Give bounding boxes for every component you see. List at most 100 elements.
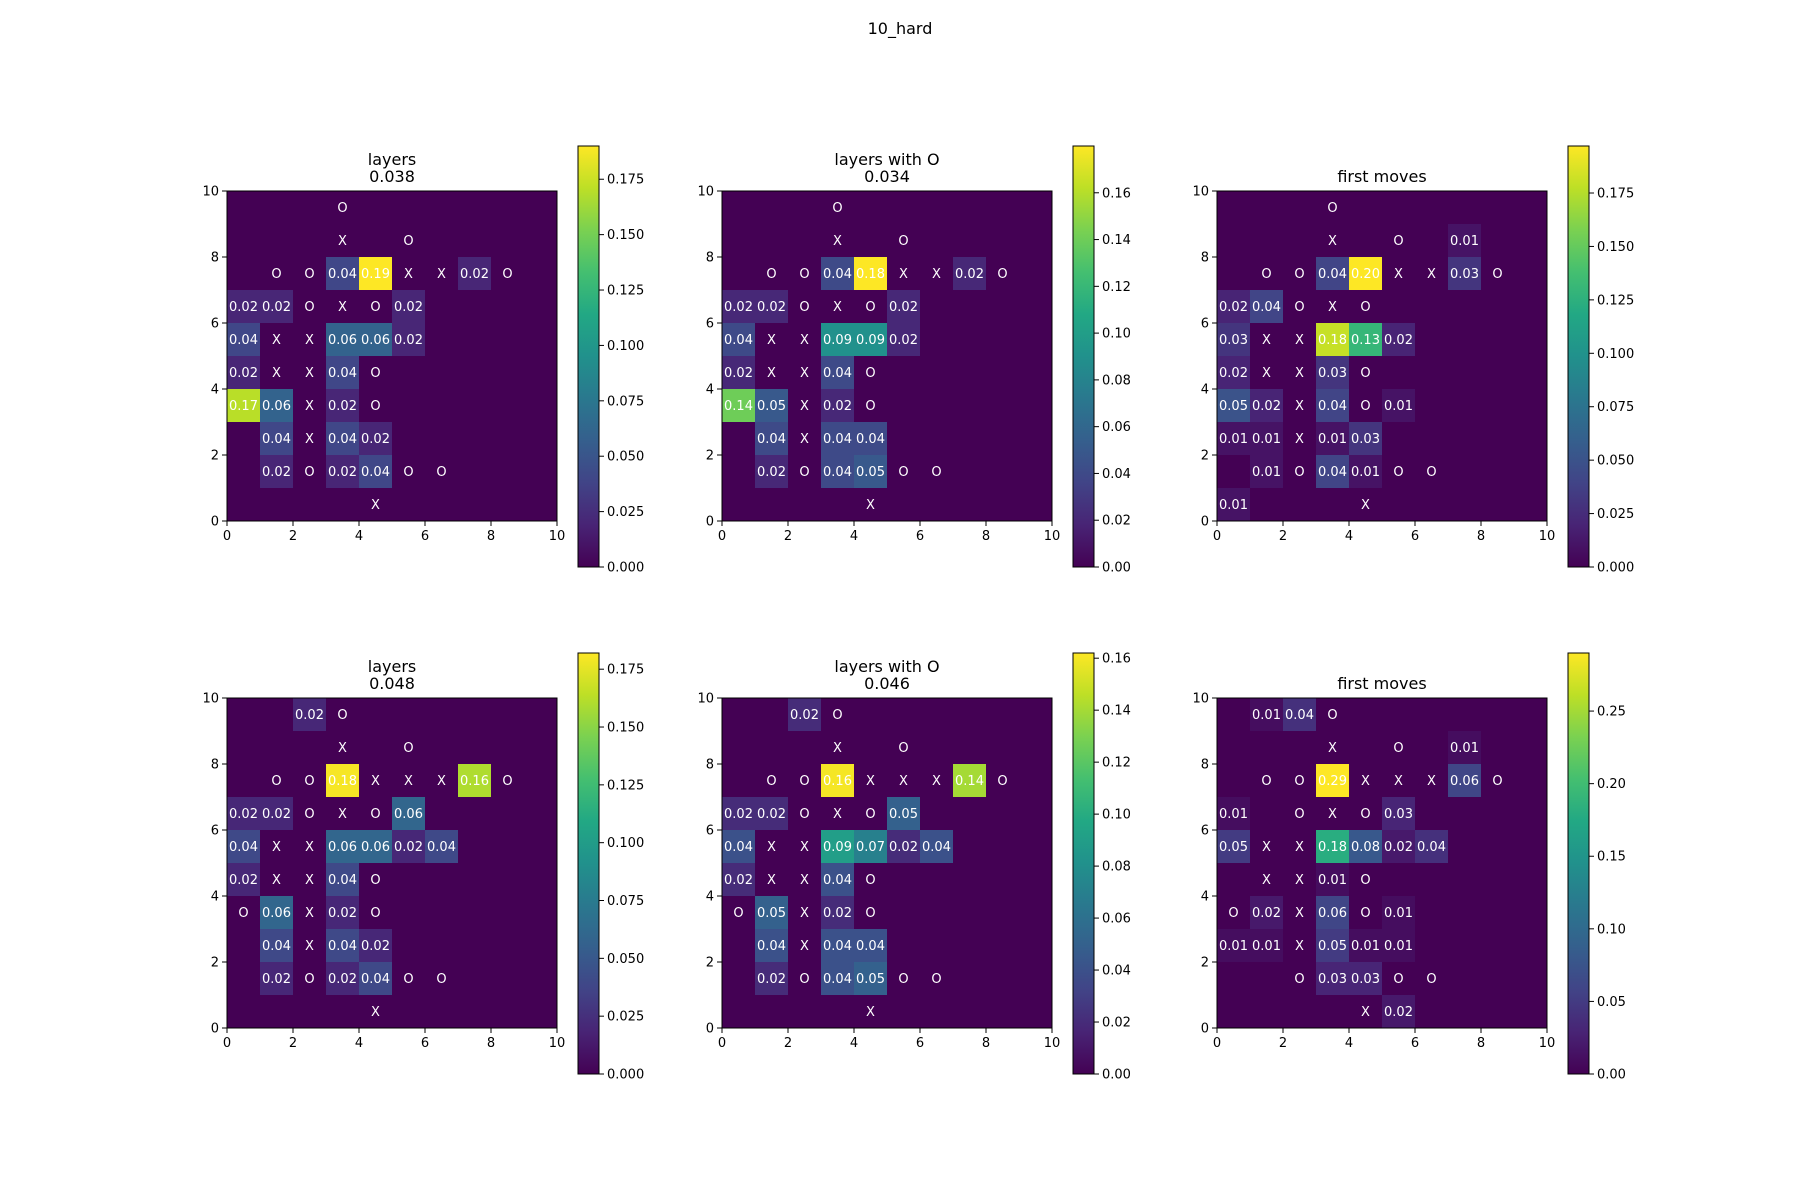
heatmap-cell [953, 764, 987, 798]
heatmap-cell [359, 389, 393, 423]
cell-label: 0.02 [262, 300, 291, 315]
colorbar-tick-label: 0.075 [1597, 400, 1634, 415]
cell-label: 0.02 [823, 399, 852, 414]
cell-label: 0.16 [823, 774, 852, 789]
heatmap-cell [821, 323, 855, 357]
colorbar-tick-label: 0.02 [1102, 1016, 1131, 1031]
x-tick-label: 8 [982, 1036, 990, 1051]
heatmap-cell [854, 731, 888, 765]
cell-label: 0.09 [856, 333, 885, 348]
cell-label: 0.02 [295, 708, 324, 723]
heatmap-cell [920, 995, 954, 1029]
cell-label: X [437, 774, 446, 789]
cell-label: X [437, 267, 446, 282]
heatmap-cell [1316, 764, 1350, 798]
y-tick-label: 4 [706, 890, 714, 905]
y-tick-label: 10 [697, 185, 714, 200]
cell-label: O [799, 774, 809, 789]
heatmap-cell [1514, 389, 1548, 423]
cell-label: O [1294, 267, 1304, 282]
cell-label: O [1426, 972, 1436, 987]
cell-label: 0.04 [328, 267, 357, 282]
cell-label: O [1261, 267, 1271, 282]
panel-title: 0.038 [369, 167, 415, 186]
y-tick-label: 4 [211, 890, 219, 905]
heatmap-cell [986, 191, 1020, 225]
heatmap-cell [1514, 962, 1548, 996]
heatmap-cell [326, 356, 360, 390]
heatmap-cell [1019, 389, 1053, 423]
heatmap-cell [227, 422, 261, 456]
heatmap-cell [1448, 224, 1482, 258]
heatmap-cell [953, 356, 987, 390]
heatmap-cell [425, 731, 459, 765]
heatmap-cell [1316, 323, 1350, 357]
cell-label: O [1393, 741, 1403, 756]
cell-label: 0.02 [757, 972, 786, 987]
cell-label: 0.02 [229, 873, 258, 888]
heatmap-cell [425, 323, 459, 357]
colorbar-tick-label: 0.10 [1102, 808, 1131, 823]
cell-label: 0.03 [1318, 366, 1347, 381]
x-tick-label: 4 [355, 529, 363, 544]
colorbar-tick-label: 0.04 [1102, 964, 1131, 979]
cell-label: X [1262, 333, 1271, 348]
heatmap-cell [293, 995, 327, 1029]
cell-label: 0.06 [1450, 774, 1479, 789]
heatmap-cell [1250, 323, 1284, 357]
x-tick-label: 0 [1213, 1036, 1221, 1051]
colorbar-tick-label: 0.10 [1102, 327, 1131, 342]
heatmap-cell [1217, 389, 1251, 423]
heatmap-cell [359, 929, 393, 963]
heatmap-cell [1514, 830, 1548, 864]
cell-label: 0.04 [328, 939, 357, 954]
heatmap-cell [359, 191, 393, 225]
x-tick-label: 4 [355, 1036, 363, 1051]
heatmap-cell [986, 995, 1020, 1029]
cell-label: 0.04 [922, 840, 951, 855]
cell-label: X [338, 300, 347, 315]
heatmap-cell [1481, 356, 1515, 390]
heatmap-cell [1349, 488, 1383, 522]
cell-label: O [865, 807, 875, 822]
heatmap-cell [986, 698, 1020, 732]
heatmap-cell [458, 995, 492, 1029]
heatmap-cell [1349, 764, 1383, 798]
heatmap-cell [1019, 257, 1053, 291]
colorbar-tick-label: 0.20 [1597, 777, 1626, 792]
cell-label: 0.06 [1318, 906, 1347, 921]
heatmap-cell [854, 863, 888, 897]
heatmap-cell [1283, 356, 1317, 390]
heatmap-cell [887, 323, 921, 357]
heatmap-cell [1019, 224, 1053, 258]
heatmap-cell [1283, 995, 1317, 1029]
cell-label: O [337, 201, 347, 216]
heatmap-cell [359, 422, 393, 456]
x-tick-label: 6 [916, 529, 924, 544]
heatmap-cell [755, 929, 789, 963]
heatmap-cell [1415, 191, 1449, 225]
heatmap-panel: O X O 0.01 O O 0.04 0.20 X X 0.03 O 0.02 0.04 O X O 0.03 X… [1192, 145, 1634, 576]
heatmap-cell [986, 896, 1020, 930]
cell-label: 0.04 [262, 939, 291, 954]
cell-label: O [370, 300, 380, 315]
heatmap-cell [920, 422, 954, 456]
heatmap-cell [1448, 389, 1482, 423]
heatmap-cell [887, 488, 921, 522]
cell-label: 0.01 [1351, 465, 1380, 480]
cell-label: 0.29 [1318, 774, 1347, 789]
heatmap-cell [1283, 257, 1317, 291]
heatmap-cell [392, 896, 426, 930]
heatmap-cell [1481, 995, 1515, 1029]
heatmap-cell [1283, 224, 1317, 258]
heatmap-cell [1415, 698, 1449, 732]
heatmap-cell [1349, 731, 1383, 765]
heatmap-cell [227, 896, 261, 930]
cell-label: 0.03 [1219, 333, 1248, 348]
cell-label: X [800, 873, 809, 888]
y-tick-label: 2 [706, 449, 714, 464]
heatmap-cell [887, 929, 921, 963]
heatmap-cell [953, 257, 987, 291]
cell-label: X [305, 939, 314, 954]
